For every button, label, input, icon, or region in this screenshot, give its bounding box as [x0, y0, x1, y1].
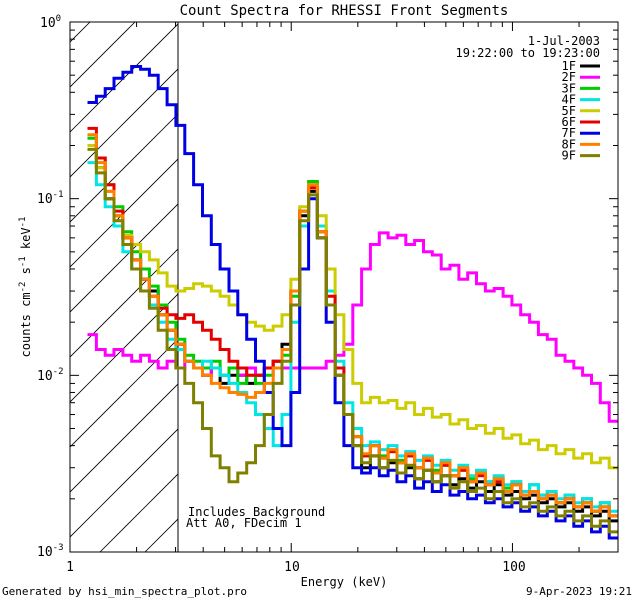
- y-label-exp: -1: [18, 217, 28, 228]
- chart-title: Count Spectra for RHESSI Front Segments: [180, 3, 509, 19]
- annotation-background: Includes Background: [188, 505, 325, 519]
- y-tick-label-1e-2: 10-2: [37, 367, 64, 384]
- observation-date: 1-Jul-2003: [528, 34, 600, 48]
- y-tick-label-base: 10: [40, 16, 56, 31]
- legend-label-5F: 5F: [562, 104, 576, 118]
- observation-time-range: 19:22:00 to 19:23:00: [456, 46, 601, 60]
- y-axis-label: counts cm-2 s-1 keV-1: [18, 217, 33, 358]
- y-tick-label-1e-1: 10-1: [37, 190, 64, 207]
- legend-label-1F: 1F: [562, 59, 576, 73]
- hatch-line: [0, 0, 115, 552]
- y-label-part: s: [19, 267, 33, 281]
- y-tick-labels: 10-3 10-2 10-1 100: [37, 14, 64, 560]
- legend-label-7F: 7F: [562, 126, 576, 140]
- y-label-part: counts cm: [19, 292, 33, 357]
- hatch-line: [0, 0, 70, 552]
- hatch-line: [70, 113, 178, 223]
- hatch-line: [70, 23, 178, 133]
- x-axis-ticks: [69, 22, 619, 552]
- hatch-line: [70, 383, 178, 493]
- hatch-line: [70, 248, 178, 358]
- y-label-exp: -2: [18, 282, 28, 293]
- y-tick-label-1e0: 100: [40, 14, 61, 31]
- legend-label-3F: 3F: [562, 81, 576, 95]
- footer-generated-by: Generated by hsi_min_spectra_plot.pro: [2, 585, 247, 598]
- y-tick-label-exp: -2: [53, 367, 64, 377]
- x-axis-label: Energy (keV): [301, 575, 388, 589]
- legend-label-2F: 2F: [562, 70, 576, 84]
- y-tick-label-exp: 0: [56, 14, 61, 24]
- x-tick-label-10: 10: [284, 560, 300, 575]
- y-tick-label-base: 10: [37, 545, 53, 560]
- y-axis-ticks: [70, 21, 618, 553]
- x-tick-labels: 1 10 100: [66, 560, 526, 575]
- series-layer: [87, 65, 618, 540]
- y-tick-label-exp: -1: [53, 190, 64, 200]
- hatch-line: [70, 158, 178, 268]
- hatch-line: [70, 68, 178, 178]
- y-tick-label-base: 10: [37, 369, 53, 384]
- hatch-line: [70, 428, 178, 538]
- legend-label-9F: 9F: [562, 149, 576, 163]
- y-tick-label-base: 10: [37, 192, 53, 207]
- x-tick-label-1: 1: [66, 560, 74, 575]
- series-line-5F: [87, 144, 618, 470]
- legend-label-8F: 8F: [562, 137, 576, 151]
- x-tick-label-100: 100: [502, 560, 525, 575]
- annotation-attenuator: Att A0, FDecim 1: [186, 516, 302, 530]
- plot-frame: [69, 21, 619, 553]
- footer-timestamp: 9-Apr-2023 19:21: [526, 585, 632, 598]
- legend-label-4F: 4F: [562, 93, 576, 107]
- series-line-7F: [87, 65, 618, 540]
- legend-label-6F: 6F: [562, 115, 576, 129]
- y-tick-label-1e-3: 10-3: [37, 543, 64, 560]
- y-label-exp: -1: [18, 256, 28, 267]
- hatch-line: [70, 22, 136, 88]
- series-line-9F: [87, 147, 618, 534]
- y-label-part: keV: [19, 227, 33, 256]
- hatched-excluded-region: [0, 0, 178, 552]
- y-tick-label-exp: -3: [53, 543, 64, 553]
